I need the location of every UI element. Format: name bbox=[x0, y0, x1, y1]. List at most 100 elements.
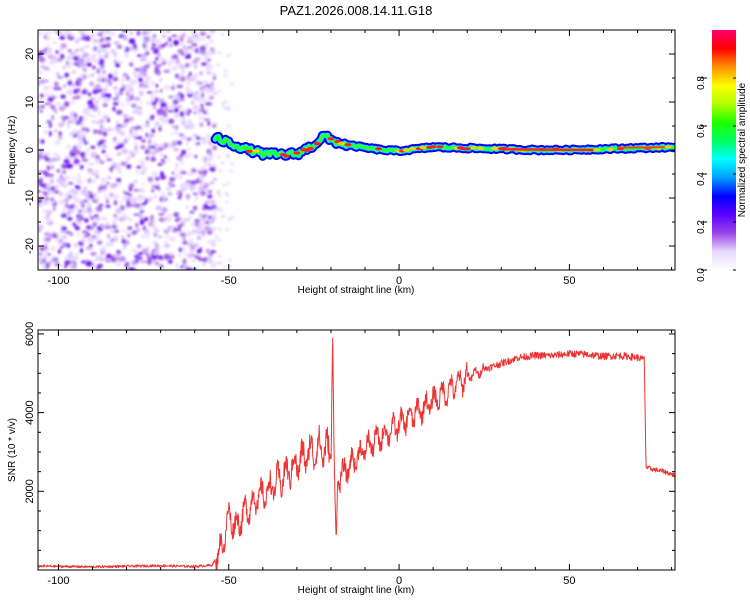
noise-speckle bbox=[155, 83, 159, 88]
noise-speckle bbox=[114, 224, 118, 228]
noise-speckle bbox=[171, 125, 176, 129]
noise-speckle bbox=[127, 226, 133, 231]
noise-speckle bbox=[147, 176, 154, 183]
noise-speckle bbox=[87, 92, 92, 97]
noise-speckle bbox=[77, 30, 83, 34]
noise-speckle bbox=[155, 71, 161, 76]
noise-speckle bbox=[67, 49, 72, 52]
ridge-hot-spot bbox=[344, 143, 352, 147]
noise-speckle bbox=[204, 85, 209, 90]
noise-speckle bbox=[99, 253, 104, 260]
noise-speckle bbox=[59, 191, 63, 197]
noise-speckle bbox=[91, 120, 96, 124]
noise-speckle bbox=[113, 214, 117, 218]
noise-speckle bbox=[60, 115, 66, 119]
noise-speckle bbox=[151, 185, 157, 188]
noise-speckle bbox=[76, 179, 83, 185]
noise-speckle bbox=[192, 184, 195, 187]
noise-speckle bbox=[51, 257, 59, 262]
noise-speckle bbox=[159, 197, 163, 202]
noise-speckle bbox=[195, 136, 201, 140]
ridge-hot-spot bbox=[245, 149, 253, 153]
noise-speckle bbox=[167, 36, 172, 43]
noise-speckle bbox=[69, 132, 76, 136]
noise-speckle bbox=[158, 147, 165, 151]
noise-speckle bbox=[48, 190, 54, 195]
noise-speckle bbox=[86, 62, 92, 67]
spectrogram-y-tick-label: 10 bbox=[24, 96, 36, 108]
noise-speckle bbox=[69, 51, 76, 57]
colorbar-tick-label: 0.0 bbox=[696, 268, 707, 282]
noise-speckle bbox=[65, 145, 72, 149]
noise-speckle bbox=[170, 132, 174, 136]
noise-speckle bbox=[194, 255, 201, 259]
noise-speckle bbox=[65, 211, 70, 216]
noise-speckle bbox=[50, 54, 57, 61]
noise-speckle bbox=[203, 257, 207, 263]
noise-speckle bbox=[96, 235, 100, 241]
noise-speckle bbox=[213, 72, 217, 78]
noise-speckle bbox=[49, 201, 56, 205]
noise-speckle bbox=[45, 36, 52, 41]
noise-speckle bbox=[66, 60, 69, 66]
noise-speckle bbox=[121, 161, 128, 164]
noise-speckle bbox=[207, 219, 213, 223]
noise-speckle bbox=[196, 226, 201, 229]
noise-speckle bbox=[179, 154, 184, 158]
noise-speckle bbox=[189, 238, 194, 243]
noise-speckle bbox=[174, 131, 179, 135]
noise-speckle bbox=[97, 54, 103, 59]
noise-speckle bbox=[46, 165, 51, 171]
noise-speckle bbox=[140, 128, 144, 133]
noise-speckle bbox=[69, 152, 76, 158]
noise-speckle bbox=[161, 195, 167, 200]
ridge-hot-spot bbox=[470, 146, 478, 150]
noise-speckle bbox=[191, 259, 196, 263]
noise-speckle bbox=[102, 70, 107, 74]
noise-speckle bbox=[156, 64, 160, 68]
noise-speckle bbox=[90, 97, 95, 101]
noise-speckle bbox=[227, 125, 231, 128]
noise-speckle bbox=[43, 197, 50, 201]
noise-speckle bbox=[96, 217, 100, 221]
noise-speckle bbox=[180, 171, 187, 175]
noise-speckle bbox=[96, 264, 100, 270]
snr-x-tick-label: 0 bbox=[396, 575, 402, 587]
noise-speckle bbox=[72, 70, 76, 74]
noise-speckle bbox=[200, 181, 206, 188]
noise-speckle bbox=[206, 133, 211, 139]
noise-speckle bbox=[197, 180, 203, 184]
noise-speckle bbox=[115, 120, 119, 124]
noise-speckle bbox=[153, 147, 160, 151]
noise-speckle bbox=[166, 157, 170, 162]
noise-speckle bbox=[64, 72, 70, 78]
noise-speckle bbox=[176, 190, 184, 193]
noise-speckle bbox=[112, 77, 119, 82]
snr-series-line bbox=[38, 337, 675, 570]
noise-speckle bbox=[150, 156, 156, 162]
noise-speckle bbox=[38, 30, 42, 37]
noise-speckle bbox=[140, 145, 146, 150]
noise-speckle bbox=[45, 49, 52, 55]
colorbar-tick-label: 0.2 bbox=[696, 220, 707, 234]
spectrogram-x-tick-label: 50 bbox=[563, 275, 575, 287]
noise-speckle bbox=[209, 239, 217, 245]
noise-speckle bbox=[113, 69, 118, 75]
noise-speckle bbox=[193, 35, 200, 38]
noise-speckle bbox=[163, 69, 170, 73]
noise-speckle bbox=[121, 216, 127, 221]
noise-speckle bbox=[91, 225, 95, 230]
noise-speckle bbox=[139, 101, 144, 104]
noise-speckle bbox=[114, 216, 121, 221]
noise-speckle bbox=[186, 140, 189, 146]
noise-speckle bbox=[175, 263, 178, 267]
noise-speckle bbox=[108, 98, 113, 101]
noise-speckle bbox=[66, 243, 71, 248]
noise-speckle bbox=[60, 94, 66, 99]
noise-speckle bbox=[180, 42, 186, 48]
noise-speckle bbox=[79, 200, 85, 206]
noise-speckle bbox=[190, 222, 197, 227]
noise-speckle bbox=[85, 35, 91, 42]
noise-speckle bbox=[77, 173, 81, 180]
noise-speckle bbox=[127, 233, 131, 238]
